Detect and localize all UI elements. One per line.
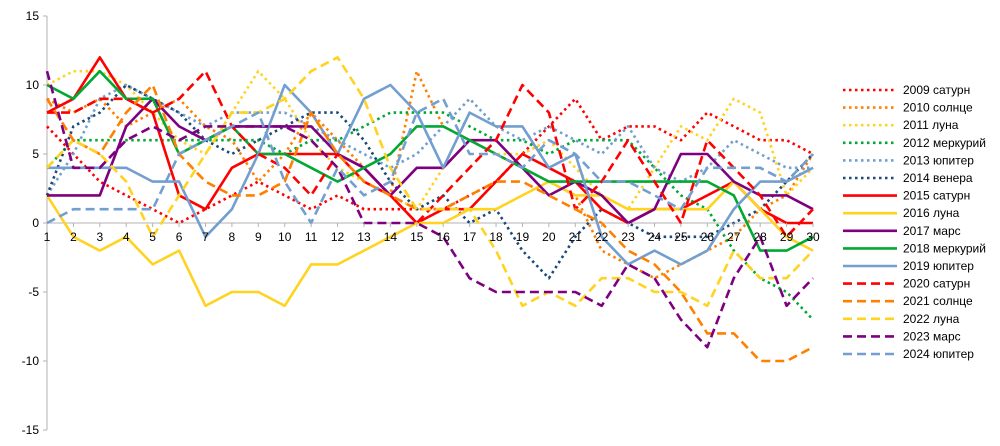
x-tick-label: 10 (278, 230, 292, 244)
series-line-14 (46, 56, 814, 308)
x-tick-label: 9 (255, 230, 262, 244)
legend-label: 2017 марс (903, 224, 961, 238)
x-tick-label: 5 (149, 230, 156, 244)
x-tick-label: 23 (621, 230, 635, 244)
y-tick-label: -10 (22, 354, 40, 368)
legend-label: 2019 юпитер (903, 259, 974, 273)
x-tick-label: 22 (595, 230, 609, 244)
x-tick-label: 16 (437, 230, 451, 244)
legend-label: 2013 юпитер (903, 153, 974, 167)
y-tick-label: 5 (32, 147, 39, 161)
legend-label: 2014 венера (903, 171, 973, 185)
x-tick-label: 28 (753, 230, 767, 244)
legend-label: 2018 меркурий (903, 241, 986, 255)
series-line-16 (46, 97, 814, 225)
legend-label: 2010 солнце (903, 101, 973, 115)
x-tick-label: 13 (357, 230, 371, 244)
x-tick-label: 14 (384, 230, 398, 244)
legend-label: 2015 сатурн (903, 189, 970, 203)
legend-label: 2024 юпитер (903, 347, 974, 361)
y-tick-label: 15 (26, 9, 40, 23)
x-tick-label: 11 (305, 230, 318, 244)
legend-label: 2016 луна (903, 206, 960, 220)
x-tick-label: 1 (44, 230, 51, 244)
series-line-11 (47, 83, 814, 266)
legend-label: 2022 луна (903, 312, 960, 326)
x-tick-label: 21 (569, 230, 583, 244)
x-tick-label: 4 (123, 230, 130, 244)
legend-label: 2011 луна (903, 118, 959, 132)
x-tick-label: 2 (70, 230, 77, 244)
x-tick-label: 25 (674, 230, 688, 244)
y-tick-label: 10 (26, 78, 40, 92)
series-line-3 (46, 69, 814, 211)
legend-label: 2021 солнце (903, 294, 973, 308)
x-tick-label: 3 (96, 230, 103, 244)
x-tick-label: 19 (516, 230, 530, 244)
y-tick-label: -5 (28, 285, 39, 299)
y-tick-label: 0 (32, 216, 39, 230)
legend: 2009 сатурн 2010 солнце 2011 луна 2012 мерк… (843, 83, 986, 361)
x-tick-label: 30 (806, 230, 820, 244)
legend-label: 2020 сатурн (903, 277, 970, 291)
x-tick-label: 12 (331, 230, 345, 244)
legend-label: 2012 меркурий (903, 136, 986, 150)
series-line-9 (47, 97, 814, 225)
x-tick-label: 8 (229, 230, 236, 244)
x-tick-label: 24 (648, 230, 662, 244)
series-line-8 (45, 180, 814, 308)
x-tick-label: 6 (176, 230, 183, 244)
x-tick-label: 18 (489, 230, 503, 244)
x-tick-label: 26 (701, 230, 715, 244)
x-tick-label: 17 (463, 230, 477, 244)
x-tick-label: 7 (202, 230, 209, 244)
y-tick-label: -15 (22, 423, 40, 437)
series-lines (45, 56, 815, 363)
x-tick-label: 15 (410, 230, 424, 244)
series-line-2 (46, 69, 815, 280)
x-tick-label: 27 (727, 230, 741, 244)
x-tick-label: 29 (780, 230, 794, 244)
legend-label: 2009 сатурн (903, 83, 970, 97)
series-line-13 (45, 83, 814, 363)
legend-label: 2023 марс (903, 329, 961, 343)
x-tick-label: 20 (542, 230, 556, 244)
